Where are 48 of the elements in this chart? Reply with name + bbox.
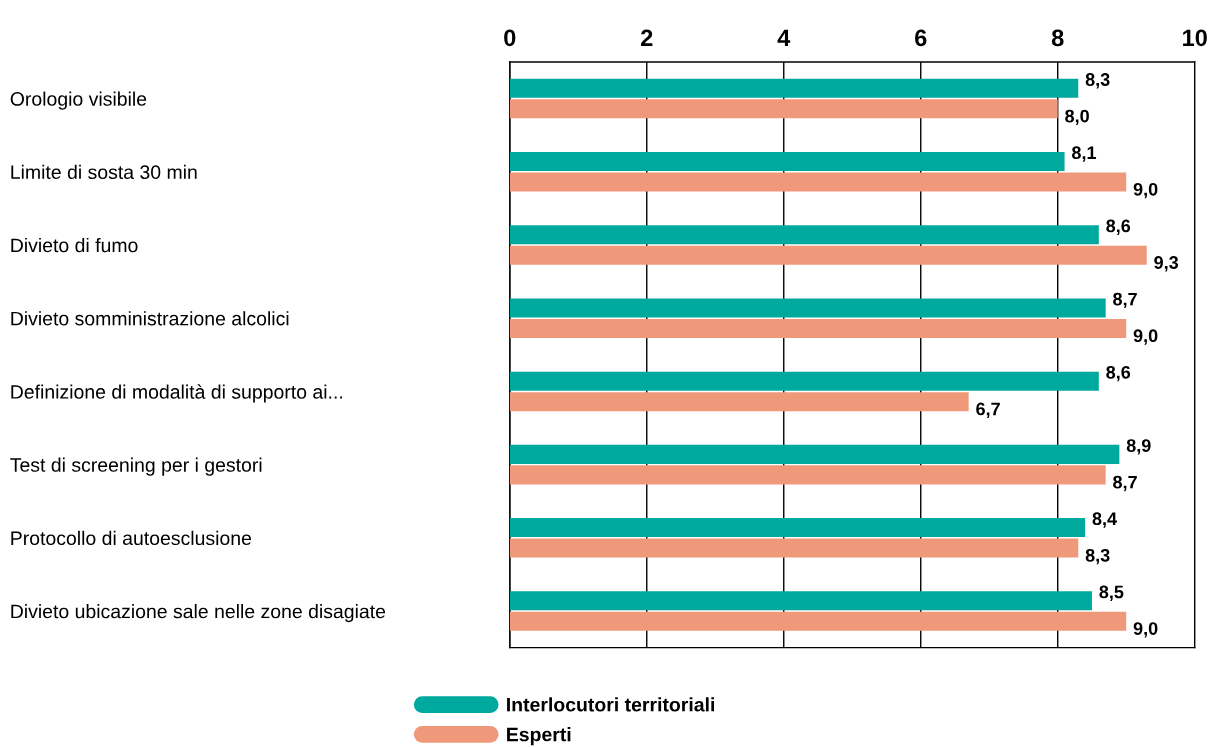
legend-label: Interlocutori territoriali	[507, 697, 715, 712]
y-tick-label: Test di screening per i gestori	[10, 457, 262, 476]
data-label: 8,1	[1072, 146, 1097, 162]
bar	[509, 392, 969, 412]
data-label: 8,0	[1065, 109, 1089, 126]
bar	[509, 591, 1092, 611]
bar	[509, 152, 1065, 172]
y-tick-label: Divieto di fumo	[11, 237, 138, 253]
legend-label: Esperti	[507, 727, 571, 746]
data-label: 9,0	[1133, 622, 1158, 638]
y-tick-label: Limite di sosta 30 min	[11, 164, 197, 180]
bar	[509, 518, 1086, 538]
bar	[509, 225, 1099, 245]
x-tick-label: 6	[915, 29, 927, 47]
bar	[509, 99, 1058, 119]
y-tick-label: Orologio visibile	[10, 91, 147, 110]
data-label: 6,7	[976, 402, 1000, 418]
y-tick-label: Protocollo di autoesclusione	[11, 530, 252, 546]
bar	[509, 318, 1127, 338]
data-label: 8,6	[1106, 219, 1131, 235]
bar	[509, 444, 1120, 464]
data-label: 8,7	[1113, 475, 1137, 492]
data-label: 8,5	[1099, 585, 1124, 601]
data-label: 8,7	[1113, 292, 1137, 309]
bar	[509, 298, 1106, 318]
y-tick-label: Divieto ubicazione sale nelle zone disagiate	[11, 604, 386, 623]
bar	[509, 245, 1147, 265]
y-tick-label: Definizione di modalità di supporto ai...	[11, 384, 342, 403]
x-tick-label: 8	[1051, 29, 1064, 47]
bar	[509, 611, 1127, 631]
data-label: 8,3	[1085, 548, 1110, 565]
x-tick-label: 4	[777, 29, 791, 46]
data-label: 9,0	[1133, 329, 1158, 345]
data-label: 9,3	[1154, 256, 1179, 272]
x-tick-label: 0	[504, 29, 516, 47]
y-tick-label: Divieto somministrazione alcolici	[11, 311, 289, 326]
x-tick-label: 10	[1183, 29, 1207, 47]
bar	[509, 371, 1099, 391]
data-label: 8,4	[1092, 512, 1117, 528]
data-label: 9,0	[1133, 182, 1158, 199]
bar	[509, 172, 1127, 192]
bar	[509, 465, 1106, 485]
x-tick-label: 2	[641, 29, 653, 46]
data-label: 8,3	[1085, 73, 1110, 89]
bar	[509, 538, 1079, 558]
data-label: 8,9	[1126, 439, 1151, 455]
bar	[509, 78, 1079, 98]
data-label: 8,6	[1106, 365, 1131, 382]
